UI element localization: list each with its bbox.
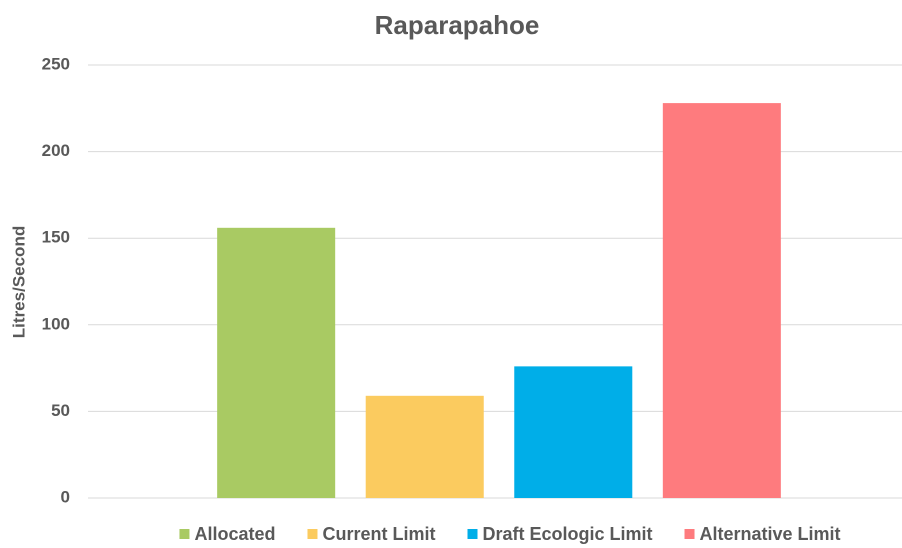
- legend-label: Alternative Limit: [700, 524, 841, 544]
- bar: [217, 227, 336, 499]
- bar: [514, 366, 633, 498]
- y-tick-label: 250: [42, 54, 70, 73]
- legend-swatch: [179, 529, 190, 539]
- y-tick-label: 150: [42, 228, 70, 247]
- y-tick-label: 0: [61, 487, 70, 506]
- y-tick-label: 200: [42, 141, 70, 160]
- y-axis-label: Litres/Second: [9, 226, 28, 338]
- chart-title: Raparapahoe: [375, 10, 540, 40]
- legend-swatch: [467, 529, 478, 539]
- bar: [662, 103, 781, 498]
- legend-swatch: [684, 529, 695, 539]
- legend-label: Draft Ecologic Limit: [483, 524, 653, 544]
- legend-label: Allocated: [194, 524, 275, 544]
- y-tick-label: 100: [42, 314, 70, 333]
- y-tick-label: 50: [51, 401, 70, 420]
- legend-label: Current Limit: [322, 524, 435, 544]
- bar: [365, 395, 484, 498]
- legend-swatch: [307, 529, 318, 539]
